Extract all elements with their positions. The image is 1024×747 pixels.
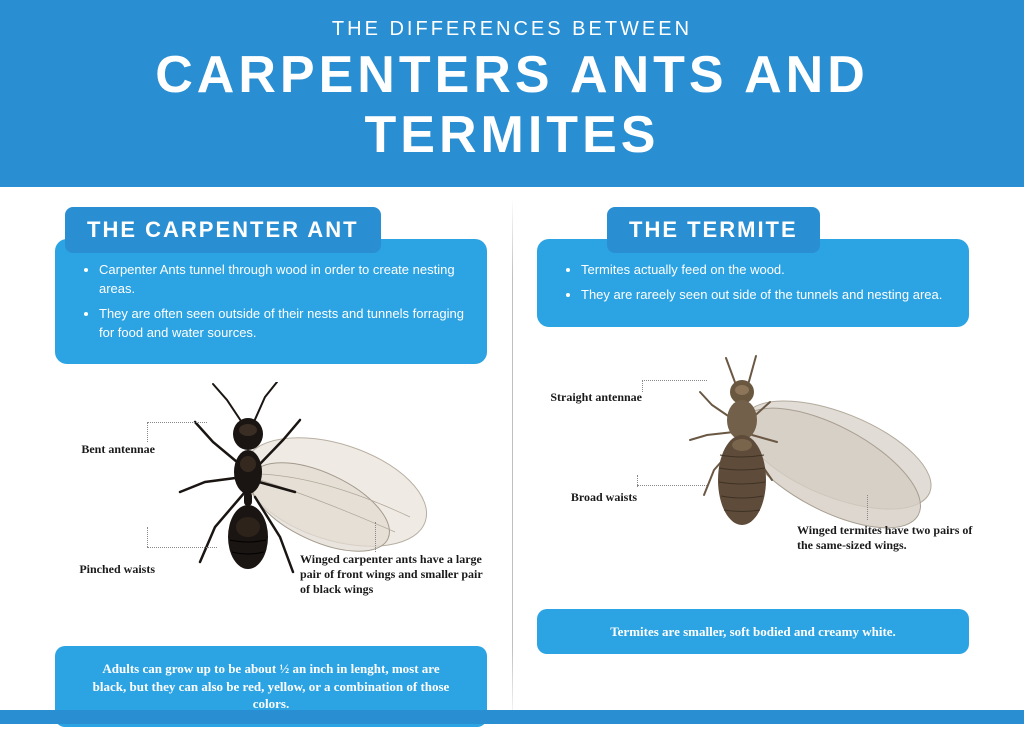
header-subtitle: THE DIFFERENCES BETWEEN xyxy=(0,18,1024,41)
leader-line xyxy=(147,422,148,442)
left-bullet: Carpenter Ants tunnel through wood in or… xyxy=(99,261,467,299)
termite-label-waist: Broad waists xyxy=(542,490,637,505)
header-title: CARPENTERS ANTS AND TERMITES xyxy=(0,45,1024,165)
leader-line xyxy=(147,527,148,547)
footer-bar xyxy=(0,710,1024,724)
leader-line xyxy=(642,380,707,381)
leader-line xyxy=(147,547,217,548)
termite-illustration xyxy=(672,350,952,595)
right-section-title: THE TERMITE xyxy=(607,207,820,253)
termite-diagram: Straight antennae Broad waists Winged te… xyxy=(537,335,969,605)
ant-diagram: Bent antennae Pinched waists Winged carp… xyxy=(55,372,487,642)
left-bullet: They are often seen outside of their nes… xyxy=(99,305,467,343)
content-area: THE CARPENTER ANT Carpenter Ants tunnel … xyxy=(0,187,1024,747)
leader-line xyxy=(867,495,868,520)
right-bullet: They are rareely seen out side of the tu… xyxy=(581,286,949,305)
leader-line xyxy=(637,475,638,487)
leader-line xyxy=(375,522,376,552)
ant-label-waist: Pinched waists xyxy=(55,562,155,577)
leader-line xyxy=(637,485,707,486)
header-banner: THE DIFFERENCES BETWEEN CARPENTERS ANTS … xyxy=(0,0,1024,187)
left-info-box: Carpenter Ants tunnel through wood in or… xyxy=(55,239,487,364)
ant-label-wings: Winged carpenter ants have a large pair … xyxy=(300,552,495,597)
ant-label-antennae: Bent antennae xyxy=(55,442,155,457)
carpenter-ant-illustration xyxy=(165,382,445,637)
termite-label-antennae: Straight antennae xyxy=(532,390,642,405)
leader-line xyxy=(642,380,643,392)
termite-label-wings: Winged termites have two pairs of the sa… xyxy=(797,523,977,553)
right-bottom-box: Termites are smaller, soft bodied and cr… xyxy=(537,609,969,655)
left-column: THE CARPENTER ANT Carpenter Ants tunnel … xyxy=(30,207,512,747)
left-section-title: THE CARPENTER ANT xyxy=(65,207,381,253)
leader-line xyxy=(147,422,207,423)
right-column: THE TERMITE Termites actually feed on th… xyxy=(512,207,994,747)
right-bullet: Termites actually feed on the wood. xyxy=(581,261,949,280)
